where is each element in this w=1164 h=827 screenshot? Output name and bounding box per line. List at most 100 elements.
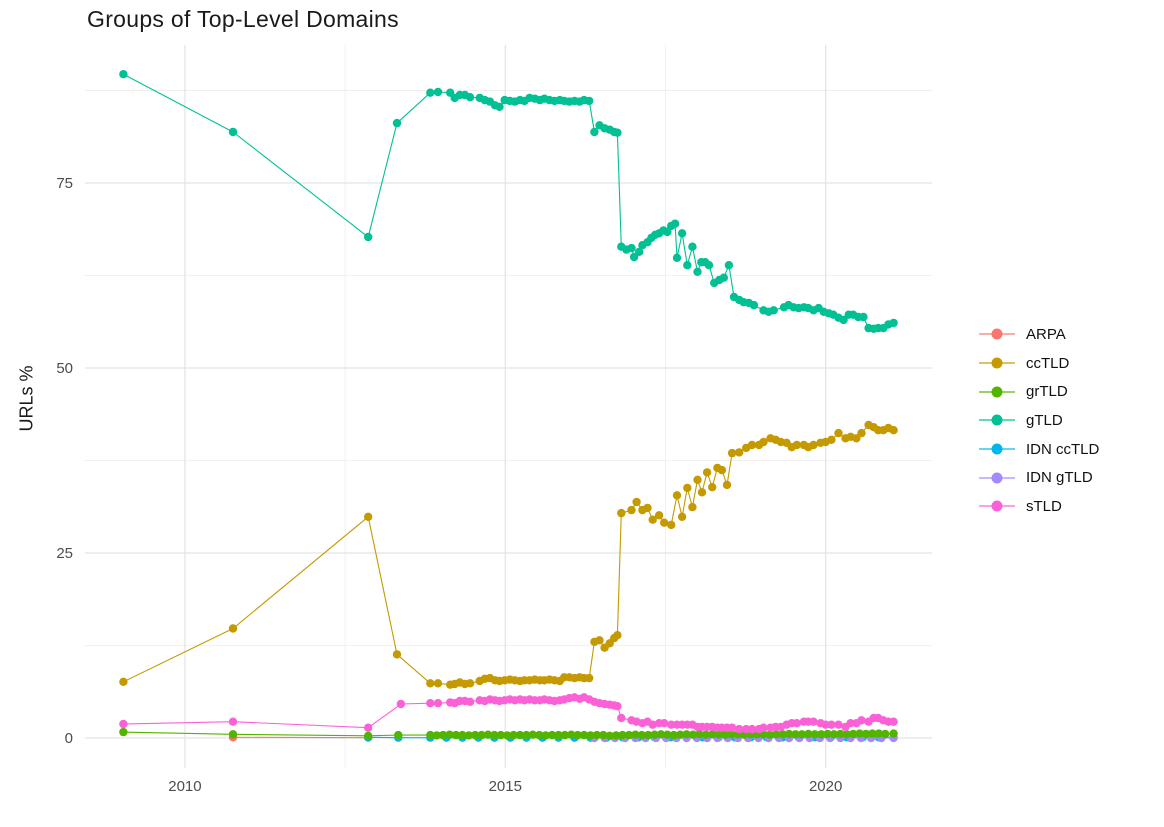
data-point <box>720 730 730 739</box>
legend-key-icon <box>979 328 1015 340</box>
legend-label: ARPA <box>1026 325 1066 343</box>
x-axis-tick-label: 2015 <box>489 778 522 795</box>
data-point <box>834 428 843 438</box>
data-point <box>617 713 626 723</box>
data-point <box>648 720 657 729</box>
data-point <box>579 730 589 740</box>
data-point <box>631 730 640 739</box>
data-point <box>635 247 644 256</box>
data-point <box>477 730 486 740</box>
data-point <box>792 719 801 728</box>
data-point <box>834 720 843 729</box>
data-point <box>672 253 682 262</box>
data-point <box>618 730 627 740</box>
data-point <box>509 730 518 740</box>
data-point <box>426 679 435 688</box>
data-point <box>717 465 727 475</box>
data-point <box>682 730 691 739</box>
data-point <box>590 127 599 137</box>
chart-title: Groups of Top-Level Domains <box>87 6 399 32</box>
x-axis-tick-label: 2010 <box>168 778 201 795</box>
y-axis-tick-label: 75 <box>56 175 73 192</box>
data-point <box>364 512 373 521</box>
data-point <box>688 242 697 251</box>
x-axis-tick-label: 2020 <box>809 778 842 795</box>
y-axis-tick-label: 50 <box>56 360 73 377</box>
data-point <box>827 435 836 444</box>
data-point <box>849 729 858 739</box>
data-point <box>483 730 493 739</box>
data-point <box>119 677 128 686</box>
data-point <box>714 730 723 739</box>
data-point <box>613 631 622 640</box>
legend-item-stld: sTLD <box>977 492 1099 521</box>
data-point <box>724 261 734 270</box>
data-point <box>859 312 868 322</box>
data-point <box>663 227 672 237</box>
data-point <box>889 426 898 435</box>
series-sTLD <box>119 693 898 734</box>
data-point <box>503 731 512 740</box>
data-point <box>889 729 898 738</box>
legend-key-icon <box>979 414 1015 426</box>
data-point <box>627 243 636 253</box>
data-point <box>889 717 898 726</box>
data-point <box>643 503 652 513</box>
data-point <box>624 730 634 740</box>
y-axis-tick-label: 0 <box>65 730 73 747</box>
data-point <box>846 719 855 728</box>
data-point <box>451 730 461 740</box>
data-point <box>656 730 666 739</box>
data-point <box>836 729 845 739</box>
data-point <box>426 730 435 740</box>
series-line <box>123 73 894 330</box>
data-point <box>727 448 737 458</box>
data-point <box>573 730 582 740</box>
data-point <box>857 428 866 438</box>
data-point <box>660 518 669 527</box>
legend-key-icon <box>979 443 1015 455</box>
data-point <box>632 497 641 507</box>
data-point <box>708 483 717 492</box>
data-point <box>528 730 537 739</box>
data-point <box>585 673 594 683</box>
data-point <box>839 315 848 325</box>
data-point <box>817 730 826 739</box>
data-point <box>695 730 704 739</box>
data-point <box>778 730 787 739</box>
data-point <box>667 520 676 530</box>
data-point <box>560 730 570 740</box>
legend: ARPA ccTLD grTLD gTLD IDN ccTLD IDN gTLD sTLD <box>977 320 1099 521</box>
data-point <box>672 491 682 500</box>
data-point <box>629 252 639 262</box>
data-point <box>683 483 692 493</box>
data-point <box>228 624 238 633</box>
data-point <box>702 468 712 477</box>
data-point <box>708 730 717 739</box>
data-point <box>889 318 898 328</box>
data-point <box>663 730 672 739</box>
data-point <box>683 261 692 270</box>
data-point <box>827 720 836 729</box>
data-point <box>617 508 626 518</box>
data-point <box>719 273 728 282</box>
data-point <box>119 727 128 737</box>
data-point <box>648 515 657 524</box>
data-point <box>747 440 757 450</box>
data-point <box>465 679 475 688</box>
data-point <box>627 505 636 515</box>
data-point <box>554 730 563 740</box>
data-point <box>735 724 744 734</box>
data-point <box>660 719 669 728</box>
legend-label: IDN gTLD <box>1026 469 1093 487</box>
data-point <box>852 434 861 443</box>
data-point <box>445 730 454 739</box>
data-point <box>496 730 505 740</box>
data-point <box>394 730 403 740</box>
data-point <box>804 729 813 739</box>
data-point <box>471 730 480 740</box>
data-point <box>821 720 830 729</box>
legend-label: IDN ccTLD <box>1026 440 1100 458</box>
